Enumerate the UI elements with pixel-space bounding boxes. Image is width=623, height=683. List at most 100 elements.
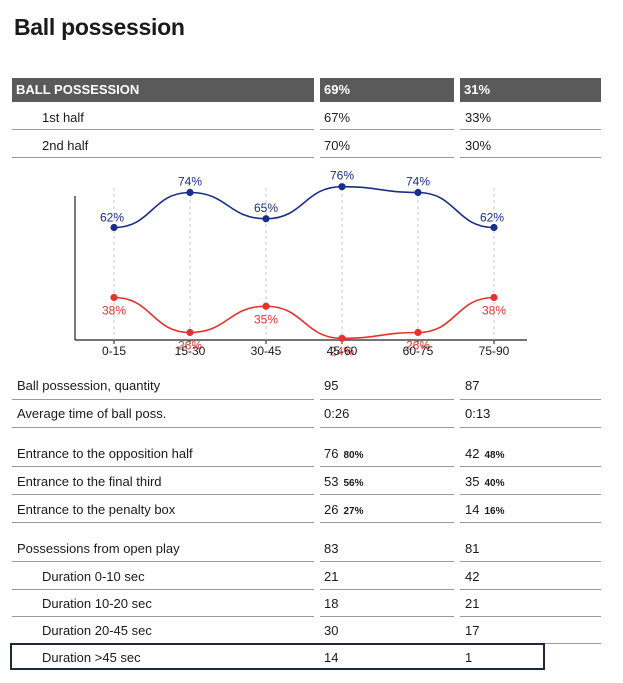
- half-team2: 30%: [465, 138, 492, 153]
- entrance-pct: 56%: [343, 478, 364, 489]
- data-point: [262, 215, 270, 223]
- entrance-count: 42: [465, 446, 480, 461]
- row-divider: [320, 616, 454, 617]
- entrance-pct: 27%: [343, 506, 364, 517]
- entrance-label: Entrance to the opposition half: [17, 446, 193, 461]
- data-point: [262, 302, 270, 310]
- highlight-box: [10, 643, 545, 670]
- row-divider: [12, 129, 314, 130]
- x-tick-label: 0-15: [102, 344, 126, 358]
- row-divider: [320, 522, 454, 523]
- row-divider: [320, 399, 454, 400]
- page-title: Ball possession: [14, 14, 185, 40]
- entrance-label: Entrance to the penalty box: [17, 502, 176, 517]
- row-divider: [12, 616, 314, 617]
- half-team1: 70%: [324, 138, 351, 153]
- duration-label: Duration 20-45 sec: [42, 623, 152, 638]
- x-tick-label: 60-75: [403, 344, 434, 358]
- data-point: [110, 293, 118, 302]
- x-tick-label: 75-90: [479, 344, 510, 358]
- data-label: 38%: [102, 304, 126, 318]
- open-play-team2: 81: [465, 541, 480, 556]
- row-divider: [12, 399, 314, 400]
- series-line-2: [113, 296, 495, 340]
- table-header-team1: 69%: [320, 78, 454, 102]
- data-point: [490, 223, 498, 232]
- data-label: 76%: [330, 169, 354, 183]
- duration-team1: 18: [324, 596, 339, 611]
- duration-label: Duration >45 sec: [42, 650, 141, 665]
- entrance-count: 35: [465, 474, 480, 489]
- row-divider: [460, 427, 601, 428]
- entrance-pct: 40%: [484, 478, 505, 489]
- half-team1: 67%: [324, 110, 351, 125]
- row-divider: [12, 561, 314, 562]
- x-tick-label: 30-45: [251, 344, 282, 358]
- entrance-team1: 26 27%: [324, 502, 363, 520]
- data-point: [490, 293, 498, 302]
- data-point: [186, 328, 194, 337]
- data-point: [338, 183, 346, 191]
- duration-team2: 17: [465, 623, 480, 638]
- row-divider: [320, 589, 454, 590]
- table-header-label: BALL POSSESSION: [12, 78, 314, 102]
- row-divider: [320, 561, 454, 562]
- data-point: [186, 188, 194, 197]
- entrance-pct: 80%: [343, 450, 364, 461]
- entrance-team2: 35 40%: [465, 474, 504, 492]
- data-label: 62%: [100, 211, 124, 225]
- entrance-team1: 76 80%: [324, 446, 363, 464]
- data-point: [414, 328, 422, 337]
- data-point: [338, 334, 346, 342]
- stat-team1: 95: [324, 378, 339, 393]
- row-divider: [320, 427, 454, 428]
- duration-label: Duration 10-20 sec: [42, 596, 152, 611]
- table-header-team2: 31%: [460, 78, 601, 102]
- data-label: 74%: [178, 175, 202, 189]
- data-label: 62%: [480, 211, 504, 225]
- duration-team2: 21: [465, 596, 480, 611]
- entrance-count: 26: [324, 502, 339, 517]
- row-divider: [12, 589, 314, 590]
- row-divider: [12, 466, 314, 467]
- series-line-1: [113, 185, 495, 229]
- row-divider: [12, 522, 314, 523]
- duration-team2: 1: [465, 650, 473, 665]
- entrance-pct: 16%: [484, 506, 505, 517]
- duration-team1: 14: [324, 650, 339, 665]
- x-tick-label: 45-60: [327, 344, 358, 358]
- row-divider: [12, 494, 314, 495]
- data-label: 38%: [482, 304, 506, 318]
- row-divider: [460, 494, 601, 495]
- row-divider: [12, 427, 314, 428]
- open-play-label: Possessions from open play: [17, 541, 180, 556]
- row-divider: [460, 466, 601, 467]
- entrance-team2: 14 16%: [465, 502, 504, 520]
- data-label: 24%: [330, 344, 354, 358]
- data-label: 35%: [254, 312, 278, 326]
- entrance-label: Entrance to the final third: [17, 474, 162, 489]
- row-divider: [320, 129, 454, 130]
- duration-team1: 21: [324, 569, 339, 584]
- x-tick-label: 15-30: [175, 344, 206, 358]
- entrance-team2: 42 48%: [465, 446, 504, 464]
- entrance-count: 76: [324, 446, 339, 461]
- data-label: 26%: [178, 339, 202, 353]
- duration-team1: 30: [324, 623, 339, 638]
- data-label: 26%: [406, 339, 430, 353]
- entrance-team1: 53 56%: [324, 474, 363, 492]
- half-label: 1st half: [42, 110, 84, 125]
- stat-team2: 0:13: [465, 406, 491, 421]
- entrance-pct: 48%: [484, 450, 505, 461]
- row-divider: [460, 399, 601, 400]
- open-play-team1: 83: [324, 541, 339, 556]
- entrance-count: 53: [324, 474, 339, 489]
- data-label: 74%: [406, 175, 430, 189]
- data-point: [110, 223, 118, 232]
- row-divider: [460, 616, 601, 617]
- row-divider: [460, 561, 601, 562]
- row-divider: [460, 157, 601, 158]
- stat-label: Average time of ball poss.: [17, 406, 167, 421]
- data-label: 65%: [254, 201, 278, 215]
